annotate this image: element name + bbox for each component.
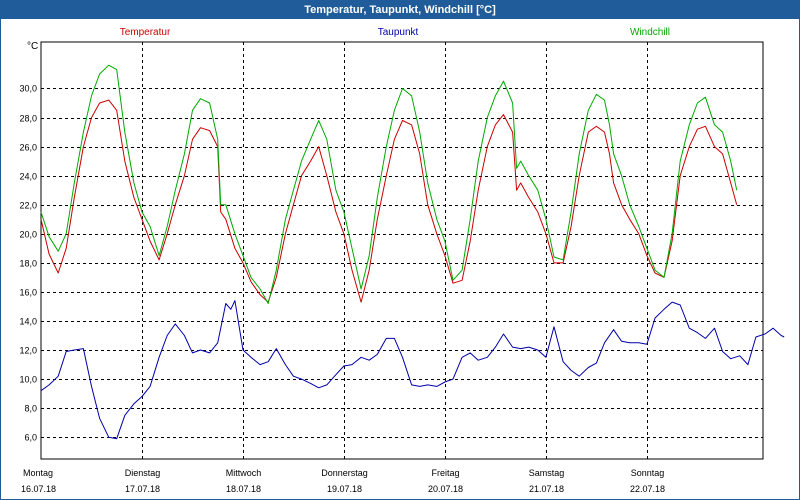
y-tick-label: 22,0 <box>19 201 37 211</box>
series-line-windchill <box>40 64 738 304</box>
x-tick-date: 20.07.18 <box>428 484 463 494</box>
series-line-temperatur <box>40 99 738 303</box>
x-tick-date: 22.07.18 <box>630 484 665 494</box>
legend-windchill: Windchill <box>630 27 670 38</box>
y-tick-label: 30,0 <box>19 84 37 94</box>
series-line-taupunkt <box>40 300 785 440</box>
y-tick-label: 26,0 <box>19 143 37 153</box>
x-tick-day: Mittwoch <box>226 468 262 478</box>
y-tick-label: 8,0 <box>24 404 37 414</box>
y-tick-label: 12,0 <box>19 346 37 356</box>
y-tick-label: 28,0 <box>19 114 37 124</box>
y-tick-label: 24,0 <box>19 172 37 182</box>
x-tick-day: Sonntag <box>631 468 665 478</box>
plot-area: 6,0 8,0 10,0 12,0 14,0 16,0 18,0 20,0 22,0 24,0 26… <box>1 20 799 499</box>
y-tick-label: 18,0 <box>19 259 37 269</box>
x-tick-day: Samstag <box>529 468 565 478</box>
x-tick-date: 19.07.18 <box>327 484 362 494</box>
x-tick-day: Donnerstag <box>321 468 368 478</box>
y-tick-label: 10,0 <box>19 375 37 385</box>
x-tick-labels: Montag 16.07.18 Dienstag 17.07.18 Mittwoch 18… <box>21 468 665 494</box>
grid <box>40 41 764 460</box>
x-tick-date: 21.07.18 <box>529 484 564 494</box>
y-axis-unit: °C <box>27 41 38 52</box>
legend-taupunkt: Taupunkt <box>378 27 419 38</box>
y-tick-label: 6,0 <box>24 433 37 443</box>
y-tick-label: 20,0 <box>19 230 37 240</box>
x-tick-day: Montag <box>23 468 53 478</box>
chart-svg: 6,0 8,0 10,0 12,0 14,0 16,0 18,0 20,0 22,0 24,0 26… <box>19 27 785 494</box>
legend-temperatur: Temperatur <box>120 27 171 38</box>
x-tick-day: Freitag <box>431 468 459 478</box>
y-tick-labels: 6,0 8,0 10,0 12,0 14,0 16,0 18,0 20,0 22,0 24,0 26… <box>19 84 37 443</box>
y-tick-label: 14,0 <box>19 317 37 327</box>
x-tick-date: 16.07.18 <box>21 484 56 494</box>
x-tick-date: 18.07.18 <box>226 484 261 494</box>
series-lines <box>40 64 785 440</box>
plot-border <box>40 41 764 460</box>
x-tick-date: 17.07.18 <box>125 484 160 494</box>
window-title: Temperatur, Taupunkt, Windchill [°C] <box>1 1 799 19</box>
y-tick-label: 16,0 <box>19 288 37 298</box>
x-tick-day: Dienstag <box>125 468 161 478</box>
